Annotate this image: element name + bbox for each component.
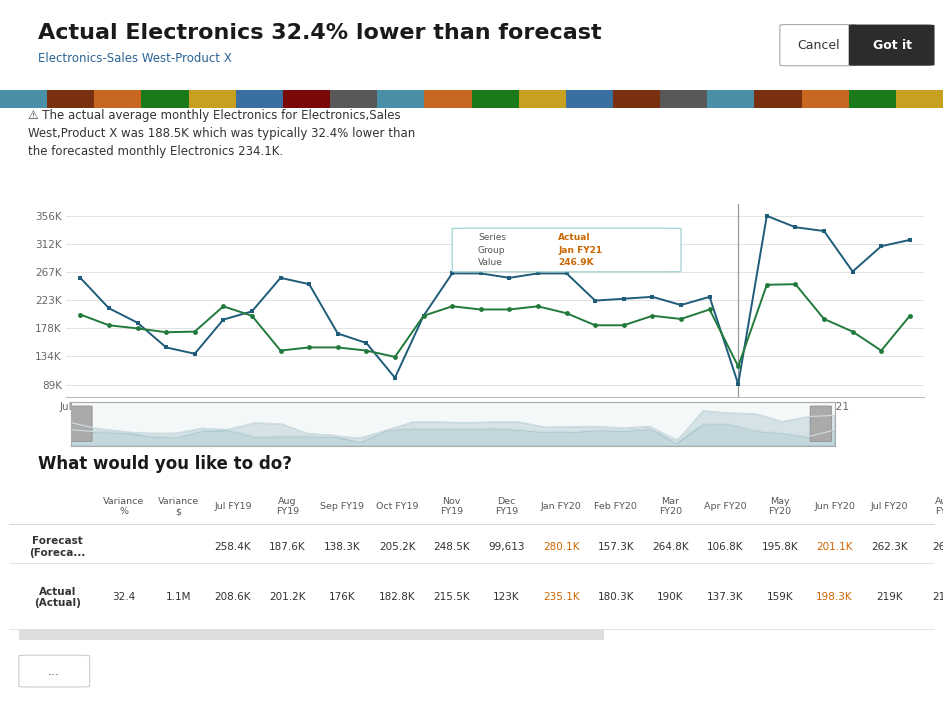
Bar <box>896 90 943 108</box>
Text: Apr FY20: Apr FY20 <box>703 502 747 511</box>
Bar <box>283 90 330 108</box>
Text: 176K: 176K <box>329 593 356 602</box>
Text: 1.1M: 1.1M <box>165 593 191 602</box>
Text: Actual Electronics 32.4% lower than forecast: Actual Electronics 32.4% lower than fore… <box>38 23 602 42</box>
Bar <box>377 90 424 108</box>
Text: What would you like to do?: What would you like to do? <box>38 455 291 472</box>
Text: Forecast
(Foreca...: Forecast (Foreca... <box>29 537 86 558</box>
Text: 26…: 26… <box>932 542 943 553</box>
Text: 137.3K: 137.3K <box>707 593 743 602</box>
FancyBboxPatch shape <box>453 228 681 272</box>
Text: 182.8K: 182.8K <box>379 593 415 602</box>
Text: 248.5K: 248.5K <box>434 542 470 553</box>
Text: Jul FY20: Jul FY20 <box>870 502 908 511</box>
FancyBboxPatch shape <box>71 406 92 441</box>
Text: 180.3K: 180.3K <box>598 593 634 602</box>
Bar <box>330 90 377 108</box>
Text: Cancel: Cancel <box>797 39 840 52</box>
Text: 157.3K: 157.3K <box>598 542 634 553</box>
Bar <box>0 90 47 108</box>
Text: Oct FY19: Oct FY19 <box>375 502 419 511</box>
Text: Feb FY20: Feb FY20 <box>594 502 637 511</box>
Bar <box>849 90 896 108</box>
Bar <box>141 90 189 108</box>
Text: Aug
FY2: Aug FY2 <box>935 496 943 516</box>
Text: Jul FY19: Jul FY19 <box>214 502 252 511</box>
Legend: Forecast, Actual: Forecast, Actual <box>942 258 943 299</box>
Text: Variance
$: Variance $ <box>157 496 199 516</box>
Text: Variance
%: Variance % <box>103 496 144 516</box>
Text: Actual
(Actual): Actual (Actual) <box>34 587 81 608</box>
Text: Aug
FY19: Aug FY19 <box>276 496 299 516</box>
Bar <box>566 90 613 108</box>
Text: Jan FY20: Jan FY20 <box>540 502 582 511</box>
Bar <box>519 90 566 108</box>
Text: Actual: Actual <box>558 233 590 242</box>
Text: 99,613: 99,613 <box>488 542 524 553</box>
Text: 219K: 219K <box>876 593 902 602</box>
FancyBboxPatch shape <box>849 25 935 66</box>
Text: 138.3K: 138.3K <box>324 542 360 553</box>
Bar <box>189 90 236 108</box>
Text: 246.9K: 246.9K <box>558 258 594 267</box>
Bar <box>660 90 707 108</box>
Bar <box>707 90 754 108</box>
Bar <box>472 90 519 108</box>
Text: 205.2K: 205.2K <box>379 542 415 553</box>
Text: 208.6K: 208.6K <box>215 593 251 602</box>
Bar <box>47 90 94 108</box>
Text: Value: Value <box>478 258 503 267</box>
Text: 201.1K: 201.1K <box>817 542 852 553</box>
Text: ...: ... <box>48 665 59 678</box>
Text: Jan FY21: Jan FY21 <box>558 245 603 255</box>
FancyBboxPatch shape <box>19 655 90 687</box>
FancyBboxPatch shape <box>780 25 856 66</box>
Text: Dec
FY19: Dec FY19 <box>495 496 518 516</box>
Text: 262.3K: 262.3K <box>871 542 907 553</box>
Text: 159K: 159K <box>767 593 793 602</box>
Text: 123K: 123K <box>493 593 520 602</box>
Text: Nov
FY19: Nov FY19 <box>440 496 463 516</box>
Text: Group: Group <box>478 245 505 255</box>
Text: 21…: 21… <box>932 593 943 602</box>
Text: 235.1K: 235.1K <box>543 593 579 602</box>
Bar <box>424 90 472 108</box>
Text: 201.2K: 201.2K <box>270 593 306 602</box>
Text: Got it: Got it <box>872 39 912 52</box>
Text: May
FY20: May FY20 <box>769 496 791 516</box>
Text: Series: Series <box>478 233 505 242</box>
Text: 215.5K: 215.5K <box>434 593 470 602</box>
Bar <box>613 90 660 108</box>
Bar <box>754 90 802 108</box>
Text: Jun FY20: Jun FY20 <box>814 502 855 511</box>
Text: 280.1K: 280.1K <box>543 542 579 553</box>
Bar <box>236 90 283 108</box>
Text: 187.6K: 187.6K <box>270 542 306 553</box>
Text: 32.4: 32.4 <box>112 593 135 602</box>
Bar <box>802 90 849 108</box>
Text: 106.8K: 106.8K <box>707 542 743 553</box>
FancyBboxPatch shape <box>810 406 832 441</box>
Bar <box>94 90 141 108</box>
Text: Sep FY19: Sep FY19 <box>321 502 364 511</box>
Text: ⚠ The actual average monthly Electronics for Electronics,Sales
West,Product X wa: ⚠ The actual average monthly Electronics… <box>28 109 416 158</box>
Text: 195.8K: 195.8K <box>762 542 798 553</box>
Text: 190K: 190K <box>657 593 684 602</box>
Text: 264.8K: 264.8K <box>653 542 688 553</box>
Text: 258.4K: 258.4K <box>215 542 251 553</box>
Text: Electronics-Sales West-Product X: Electronics-Sales West-Product X <box>38 52 231 65</box>
Text: Mar
FY20: Mar FY20 <box>659 496 682 516</box>
Text: 198.3K: 198.3K <box>817 593 852 602</box>
Bar <box>19 630 604 640</box>
